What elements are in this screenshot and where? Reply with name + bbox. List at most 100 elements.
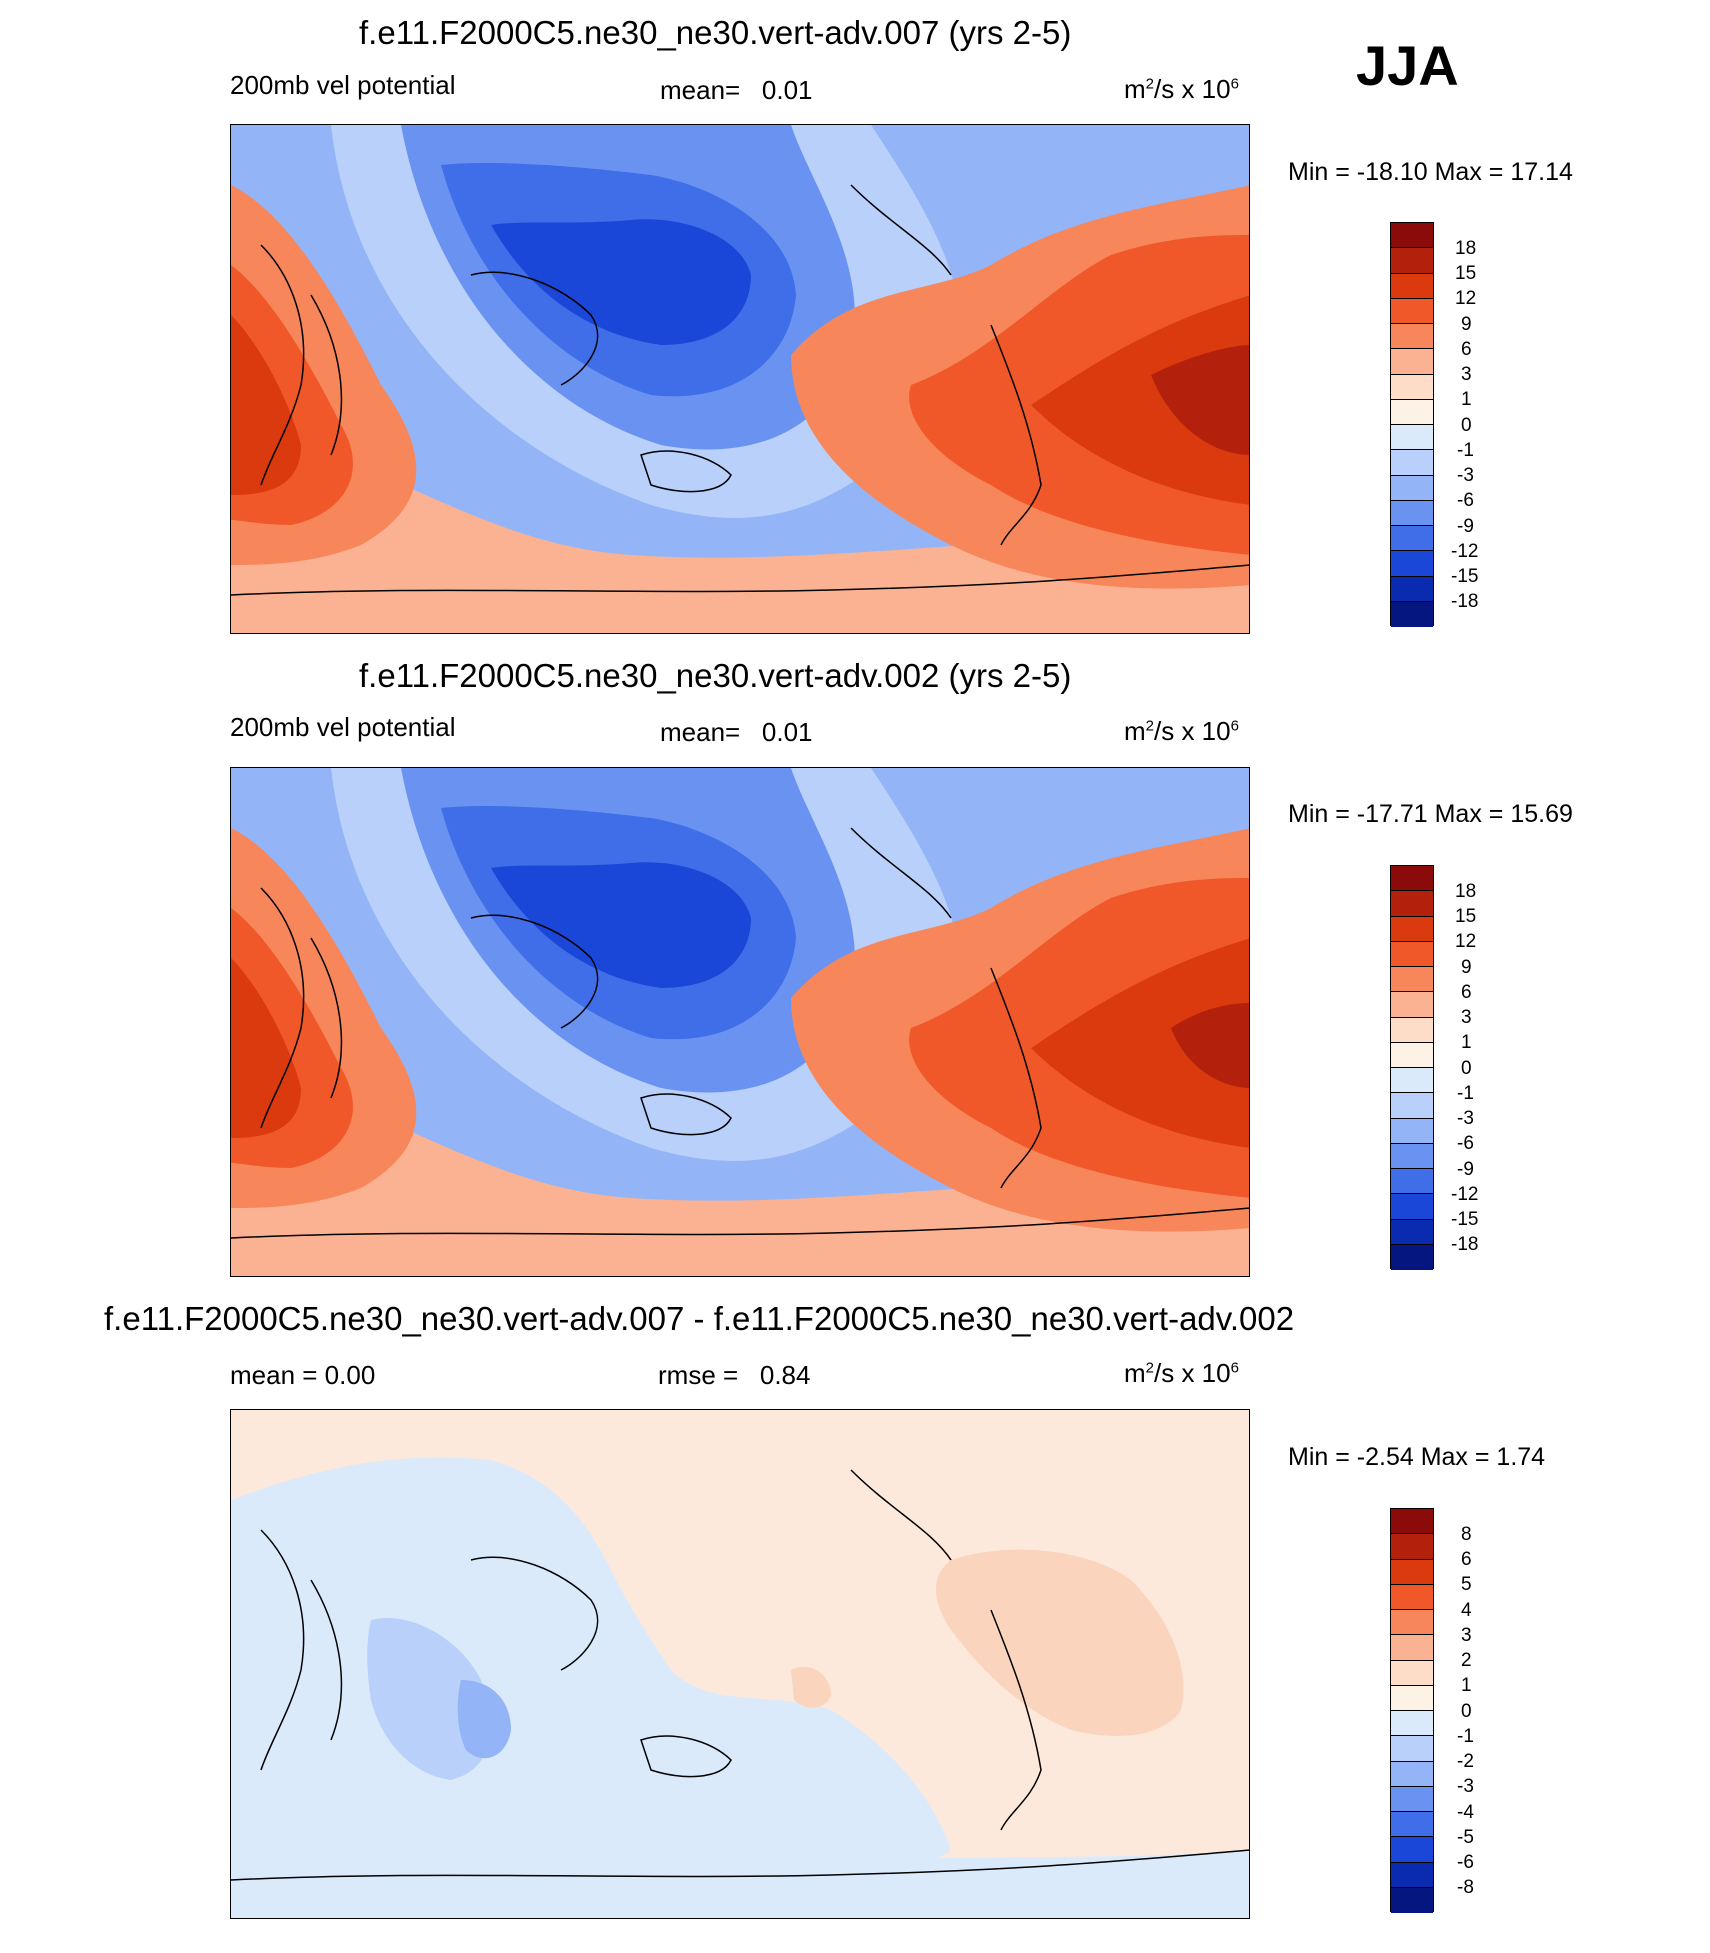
panel-2-colorbar-swatch — [1391, 941, 1433, 967]
panel-1-contour-low-core — [491, 219, 751, 345]
season-label: JJA — [1356, 34, 1459, 97]
panel-1-colorbar-swatch — [1391, 248, 1433, 274]
panel-1-colorbar-swatch — [1391, 500, 1433, 526]
panel-3-cb-label: 6 — [1461, 1549, 1472, 1570]
panel-1-colorbar-swatch — [1391, 601, 1433, 627]
panel-3-cb-label: -6 — [1457, 1852, 1474, 1873]
panel-2-cb-label: -18 — [1451, 1234, 1479, 1255]
panel-3-stat: rmse = 0.84 — [658, 1362, 810, 1388]
panel-3-map-svg — [231, 1410, 1249, 1918]
panel-3-colorbar-swatch — [1391, 1812, 1433, 1838]
panel-2-cb-label: -6 — [1457, 1133, 1474, 1154]
panel-1-contour-west-high-inner — [231, 315, 301, 495]
panel-1-colorbar-swatch — [1391, 374, 1433, 400]
panel-3-coastlines — [231, 1469, 1249, 1881]
panel-3-colorbar-swatch — [1391, 1610, 1433, 1636]
panel-2-cb-label: -9 — [1457, 1159, 1474, 1180]
panel-3-contour-neg-mid — [367, 1618, 491, 1780]
panel-2-cb-label: 0 — [1461, 1058, 1472, 1079]
panel-1-cb-label: 6 — [1461, 339, 1472, 360]
panel-3-cb-label: 0 — [1461, 1701, 1472, 1722]
panel-3-colorbar-swatch — [1391, 1736, 1433, 1762]
panel-2-cb-label: -3 — [1457, 1108, 1474, 1129]
panel-2-stat: mean= 0.01 — [660, 719, 813, 745]
panel-3-contour-pos — [936, 1549, 1184, 1736]
panel-2-cb-label: 6 — [1461, 982, 1472, 1003]
panel-1-colorbar-swatch — [1391, 324, 1433, 350]
panel-1-cb-label: -15 — [1451, 566, 1479, 587]
panel-3-contour-neg-outer — [231, 1457, 951, 1889]
panel-2-colorbar-swatch — [1391, 967, 1433, 993]
panel-3-cb-label: -3 — [1457, 1776, 1474, 1797]
panel-2-stat-label: mean= — [660, 717, 741, 747]
panel-3-contour-neg-south — [231, 1840, 1249, 1918]
panel-2-stat-value: 0.01 — [761, 717, 813, 747]
panel-1-cb-label: 1 — [1461, 389, 1472, 410]
panel-3-colorbar-swatch — [1391, 1509, 1433, 1535]
panel-1-colorbar-swatch — [1391, 450, 1433, 476]
panel-2-contour-west-high-inner — [231, 958, 301, 1138]
panel-3-cb-label: 3 — [1461, 1625, 1472, 1646]
panel-2-cb-label: 12 — [1455, 931, 1477, 952]
panel-2-map-svg — [231, 768, 1249, 1276]
panel-3-cb-label: -4 — [1457, 1802, 1474, 1823]
panel-3-min-max: Min = -2.54 Max = 1.74 — [1288, 1443, 1546, 1471]
panel-3-units: m2/s x 106 — [1124, 1358, 1239, 1388]
panel-3-cb-label: -2 — [1457, 1751, 1474, 1772]
panel-3-title: f.e11.F2000C5.ne30_ne30.vert-adv.007 - f… — [104, 1300, 1295, 1337]
panel-3-colorbar-swatch — [1391, 1786, 1433, 1812]
panel-3-map — [230, 1409, 1250, 1919]
panel-2-cb-label: -15 — [1451, 1209, 1479, 1230]
panel-3-cb-label: 5 — [1461, 1574, 1472, 1595]
panel-3-colorbar-swatch — [1391, 1534, 1433, 1560]
panel-2-coastlines — [231, 827, 1249, 1239]
panel-1-cb-label: -9 — [1457, 516, 1474, 537]
panel-2-cb-label: 15 — [1455, 906, 1477, 927]
panel-1-left-label: 200mb vel potential — [230, 70, 456, 100]
panel-2-colorbar-swatch — [1391, 992, 1433, 1018]
panel-1-cb-label: -1 — [1457, 440, 1474, 461]
panel-1-colorbar-swatch — [1391, 576, 1433, 602]
panel-3-colorbar-swatch — [1391, 1584, 1433, 1610]
panel-3-left-label: mean = 0.00 — [230, 1360, 376, 1390]
panel-2-cb-label: 18 — [1455, 881, 1477, 902]
panel-3-cb-label: 4 — [1461, 1600, 1472, 1621]
panel-3-cb-label: -5 — [1457, 1827, 1474, 1848]
panel-2-units: m2/s x 106 — [1124, 716, 1239, 746]
panel-2-contour-east-high-core — [1171, 1003, 1249, 1088]
panel-2-cb-label: -12 — [1451, 1184, 1479, 1205]
panel-3-colorbar-swatch — [1391, 1761, 1433, 1787]
panel-2-left-label: 200mb vel potential — [230, 712, 456, 742]
panel-2-contour-south — [231, 1068, 1249, 1276]
panel-3-cb-label: 1 — [1461, 1675, 1472, 1696]
panel-1-cb-label: -3 — [1457, 465, 1474, 486]
panel-1-colorbar-swatch — [1391, 526, 1433, 552]
panel-2-colorbar-swatch — [1391, 1244, 1433, 1270]
panel-2-colorbar-swatch — [1391, 1169, 1433, 1195]
panel-2-cb-label: 1 — [1461, 1032, 1472, 1053]
panel-3-colorbar-swatch — [1391, 1635, 1433, 1661]
panel-1-cb-label: 3 — [1461, 364, 1472, 385]
panel-1-title: f.e11.F2000C5.ne30_ne30.vert-adv.007 (yr… — [359, 14, 1072, 51]
panel-3-contour-pos-small — [791, 1666, 831, 1708]
panel-3-colorbar-swatch — [1391, 1711, 1433, 1737]
panel-3-colorbar-swatch — [1391, 1685, 1433, 1711]
panel-3-colorbar-swatch — [1391, 1887, 1433, 1913]
panel-3-cb-label: -8 — [1457, 1877, 1474, 1898]
panel-1-contour-east-high-inner — [1031, 295, 1249, 505]
panel-1-cb-label: 0 — [1461, 415, 1472, 436]
panel-3-colorbar-swatch — [1391, 1660, 1433, 1686]
panel-3-stat-label: rmse = — [658, 1360, 739, 1390]
panel-1-coastlines — [231, 184, 1249, 596]
panel-1-stat-label: mean= — [660, 75, 741, 105]
panel-3-cb-label: 8 — [1461, 1524, 1472, 1545]
panel-2-colorbar-swatch — [1391, 891, 1433, 917]
panel-2-colorbar-swatch — [1391, 1219, 1433, 1245]
panel-2-contour-low-core — [491, 862, 751, 988]
panel-1-map — [230, 124, 1250, 634]
panel-1-colorbar-swatch — [1391, 349, 1433, 375]
panel-2-colorbar-swatch — [1391, 1143, 1433, 1169]
panel-3-contour-neg-inner — [457, 1680, 511, 1759]
panel-1-colorbar-swatch — [1391, 298, 1433, 324]
panel-2-colorbar-swatch — [1391, 866, 1433, 892]
